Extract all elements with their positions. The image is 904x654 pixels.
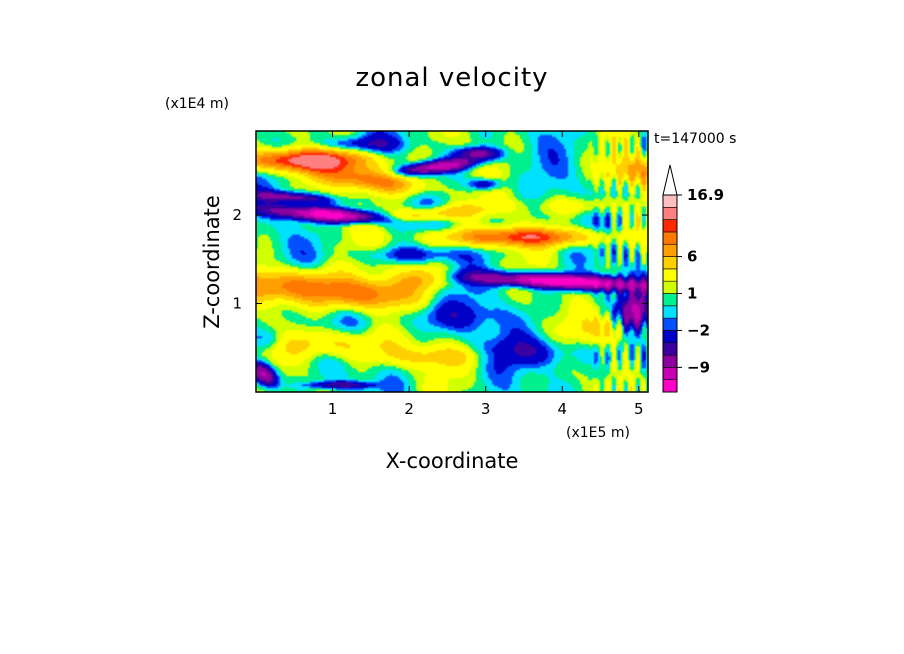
colorbar-swatch — [662, 293, 678, 307]
colorbar-label: 6 — [687, 248, 697, 266]
colorbar-swatch — [662, 194, 678, 208]
colorbar-swatch — [662, 354, 678, 368]
x-tick-label: 3 — [481, 400, 491, 418]
colorbar-swatch — [662, 280, 678, 294]
colorbar-swatch — [662, 256, 678, 270]
colorbar-swatch — [662, 379, 678, 393]
x-tick-label: 1 — [328, 400, 338, 418]
x-axis-label: X-coordinate — [386, 449, 519, 473]
colorbar-label: 16.9 — [687, 186, 724, 204]
colorbar-swatch — [662, 317, 678, 331]
y-axis-label: Z-coordinate — [200, 195, 224, 329]
x-tick-label: 2 — [404, 400, 414, 418]
y-units-label: (x1E4 m) — [165, 96, 229, 112]
x-tick-label: 5 — [634, 400, 644, 418]
colorbar-swatch — [662, 367, 678, 380]
colorbar-swatch — [662, 305, 678, 319]
colorbar-extend-arrow — [662, 164, 678, 196]
colorbar-swatch — [662, 243, 678, 257]
colorbar-label: −9 — [687, 358, 710, 376]
colorbar: 16.9 6 1 −2 −9 — [662, 164, 724, 393]
x-units-label: (x1E5 m) — [566, 425, 630, 441]
chart-title: zonal velocity — [355, 63, 548, 93]
heatmap-plot-area — [256, 131, 648, 392]
plot-frame — [255, 130, 649, 393]
colorbar-label: 1 — [687, 285, 697, 303]
colorbar-swatch — [662, 342, 678, 356]
colorbar-swatch — [662, 330, 678, 344]
heatmap-image — [256, 131, 648, 392]
time-label: t=147000 s — [654, 131, 736, 147]
colorbar-swatch — [662, 207, 678, 220]
y-axis-ticks: 12 — [232, 206, 648, 313]
y-tick-label: 2 — [232, 206, 242, 224]
colorbar-label: −2 — [687, 321, 710, 339]
x-tick-label: 4 — [557, 400, 567, 418]
colorbar-swatch — [662, 231, 678, 245]
y-tick-label: 1 — [232, 295, 242, 313]
x-axis-ticks: 1 2 3 4 5 — [328, 131, 644, 418]
colorbar-swatch — [662, 219, 678, 233]
colorbar-swatch — [662, 268, 678, 282]
